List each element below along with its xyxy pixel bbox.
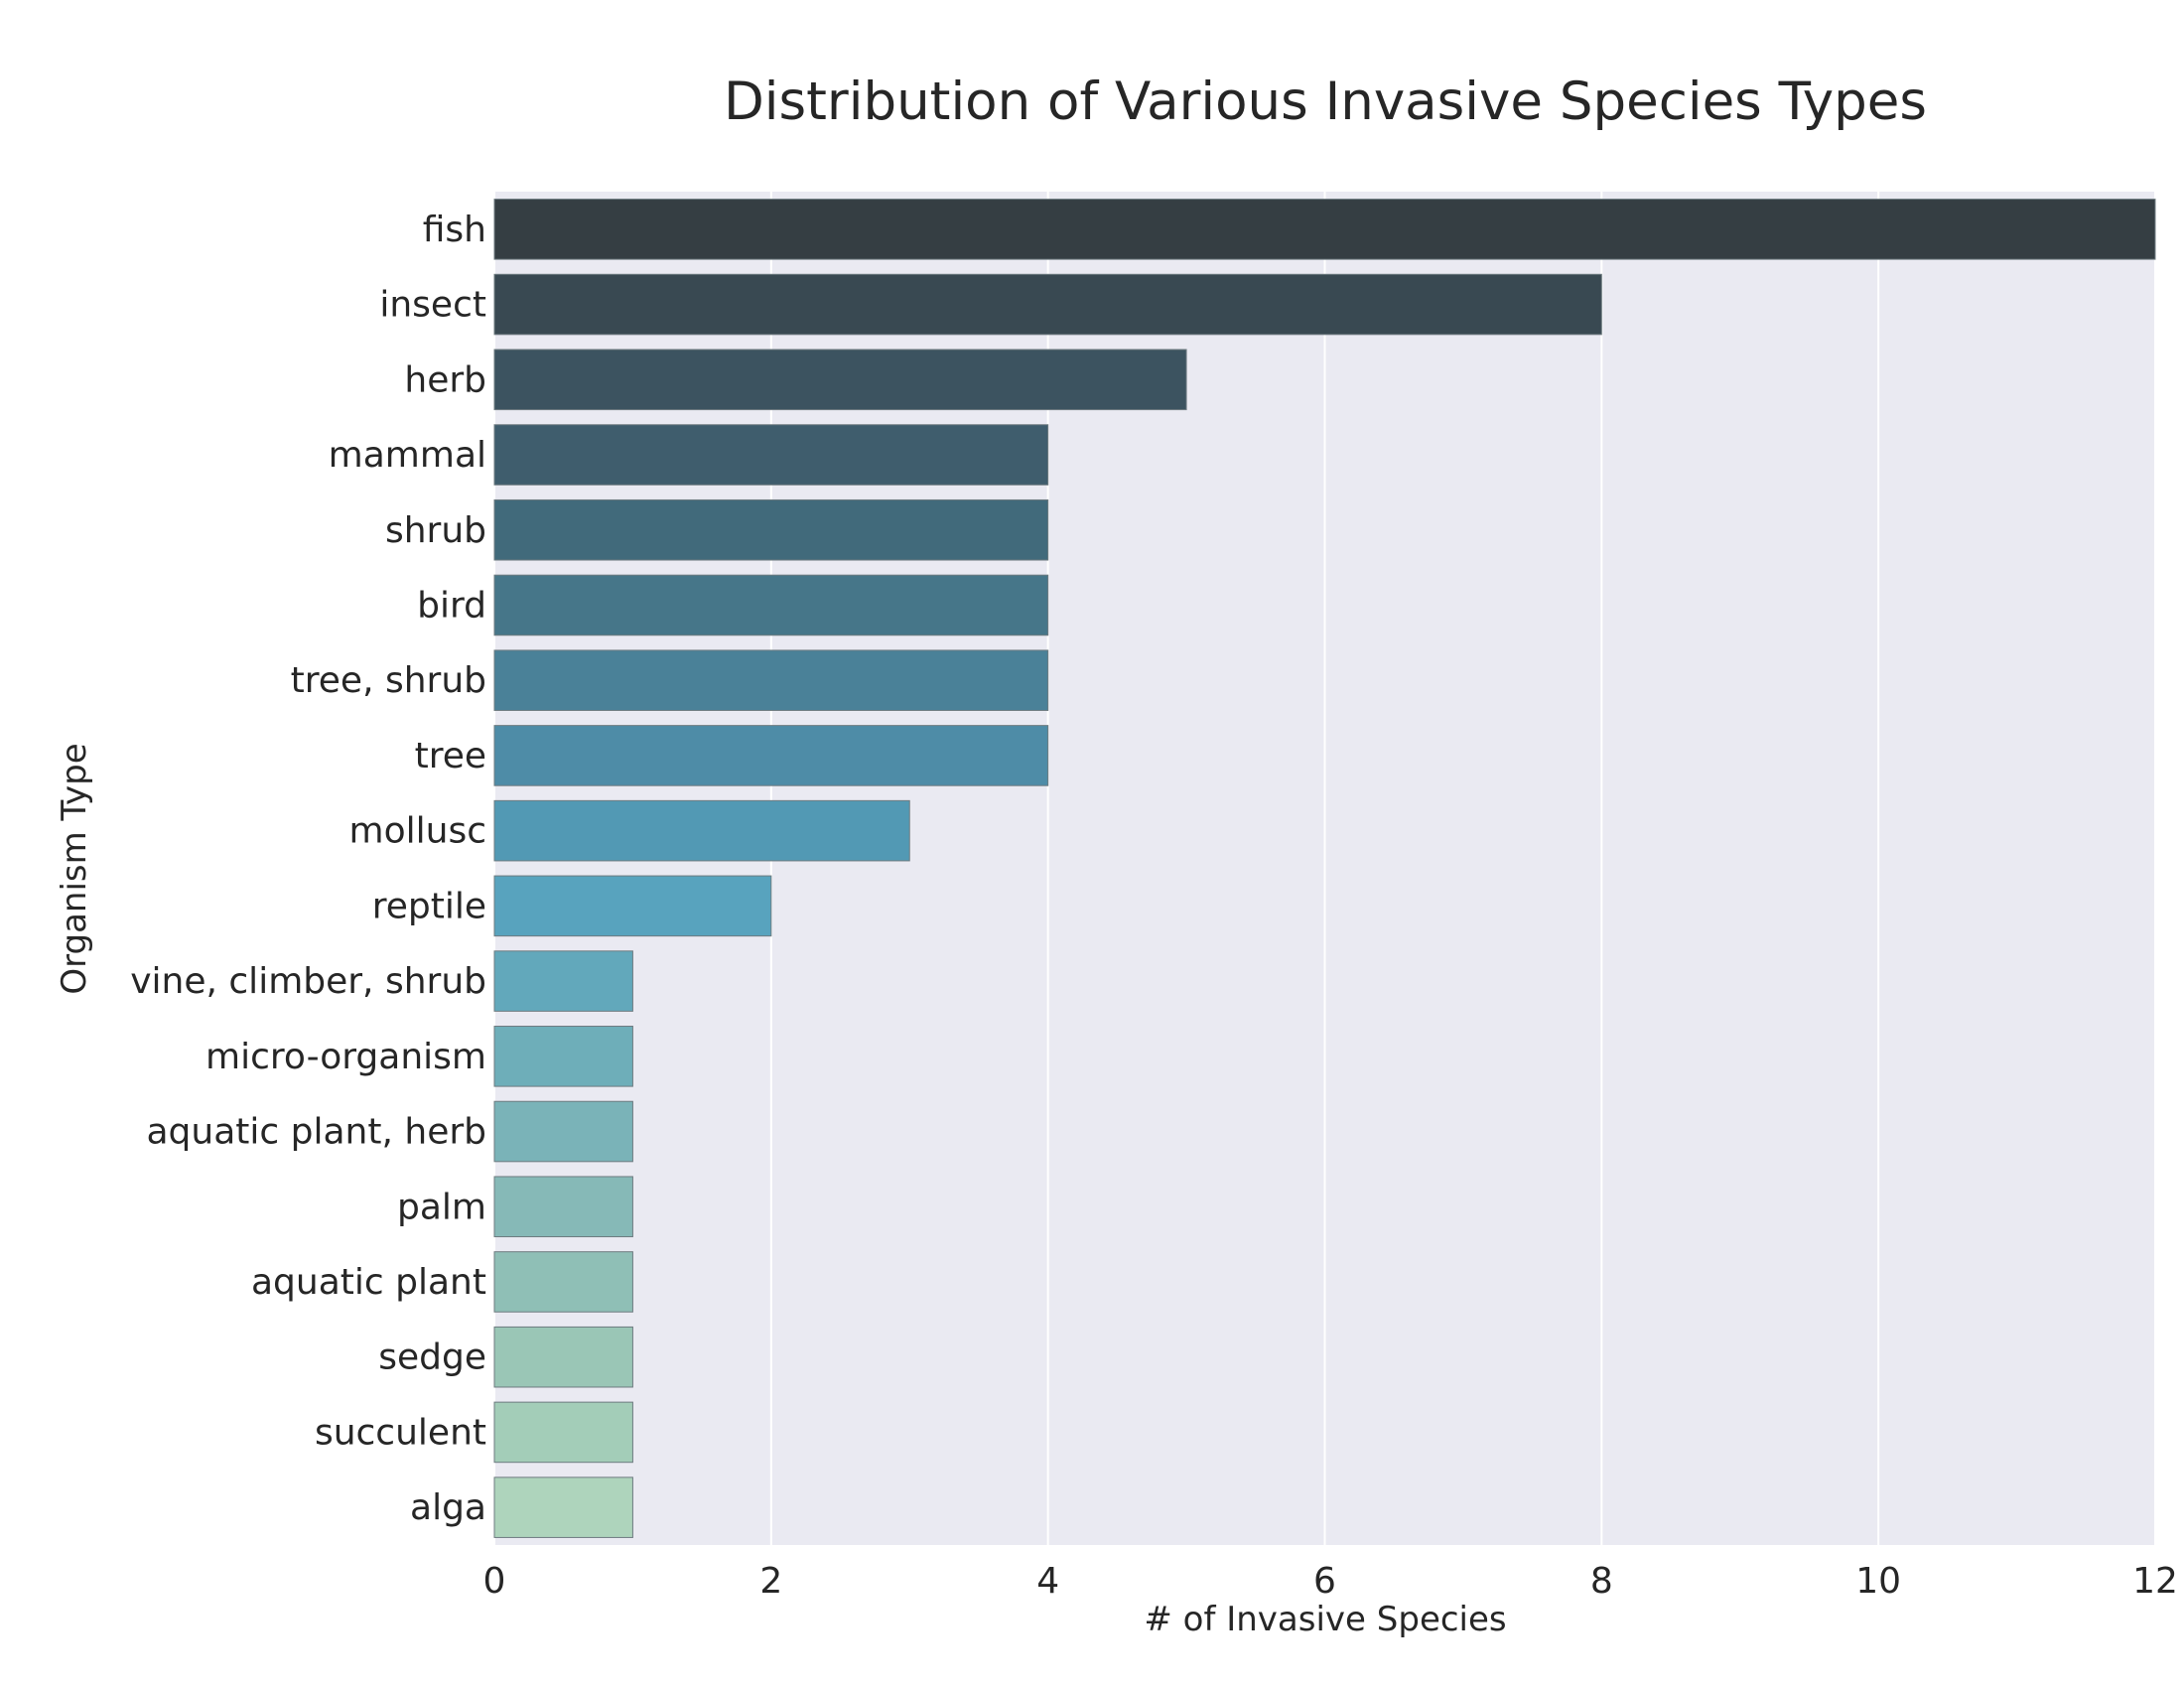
- y-tick-label: bird: [417, 585, 486, 626]
- y-tick-label: tree: [415, 736, 486, 776]
- y-tick-label: vine, climber, shrub: [130, 961, 486, 1002]
- y-tick-label: mammal: [329, 435, 486, 476]
- x-tick-label: 2: [759, 1561, 782, 1602]
- bar-mammal: [493, 424, 1049, 486]
- y-tick-label: palm: [397, 1187, 486, 1227]
- x-tick-label: 4: [1036, 1561, 1059, 1602]
- y-tick-label: fish: [423, 210, 486, 250]
- y-axis-label: Organism Type: [55, 743, 94, 994]
- y-tick-label: aquatic plant: [251, 1262, 486, 1303]
- bar-fish: [493, 199, 2156, 260]
- x-tick-label: 8: [1590, 1561, 1613, 1602]
- bar-tree-shrub: [493, 649, 1049, 711]
- x-axis-label: # of Invasive Species: [1144, 1600, 1506, 1639]
- bar-micro-organism: [493, 1026, 633, 1087]
- bar-reptile: [493, 875, 772, 937]
- bar-insect: [493, 273, 1602, 336]
- y-tick-label: sedge: [378, 1337, 486, 1378]
- bar-aquatic-plant: [493, 1251, 633, 1313]
- y-tick-label: tree, shrub: [291, 660, 486, 701]
- bar-bird: [493, 574, 1049, 636]
- x-tick-label: 6: [1313, 1561, 1336, 1602]
- y-tick-label: alga: [410, 1487, 486, 1528]
- bar-sedge: [493, 1326, 633, 1388]
- bar-mollusc: [493, 799, 910, 862]
- y-tick-label: succulent: [315, 1412, 486, 1453]
- y-tick-label: shrub: [385, 510, 486, 551]
- y-tick-label: insect: [379, 285, 486, 326]
- bar-palm: [493, 1176, 633, 1238]
- x-tick-label: 0: [483, 1561, 506, 1602]
- bar-herb: [493, 349, 1187, 411]
- bar-shrub: [493, 498, 1049, 561]
- y-tick-label: aquatic plant, herb: [147, 1112, 487, 1153]
- bar-aquatic-plant-herb: [493, 1100, 633, 1163]
- y-tick-label: micro-organism: [205, 1037, 486, 1077]
- bar-tree: [493, 725, 1049, 786]
- bar-vine-climber-shrub: [493, 950, 633, 1012]
- chart-title: Distribution of Various Invasive Species…: [724, 71, 1927, 132]
- y-tick-label: herb: [404, 359, 486, 400]
- bar-alga: [493, 1477, 633, 1538]
- grid-lines: [493, 192, 2156, 1545]
- bar-succulent: [493, 1401, 633, 1464]
- x-tick-label: 10: [1855, 1561, 1901, 1602]
- y-tick-label: reptile: [372, 886, 486, 926]
- y-tick-labels: fish insect herb mammal shrub bird tree, shrub…: [130, 210, 486, 1528]
- bars: [493, 199, 2156, 1538]
- y-tick-label: mollusc: [349, 811, 486, 852]
- x-tick-label: 12: [2132, 1561, 2178, 1602]
- x-tick-labels: 0 2 4 6 8 10 12: [483, 1561, 2178, 1602]
